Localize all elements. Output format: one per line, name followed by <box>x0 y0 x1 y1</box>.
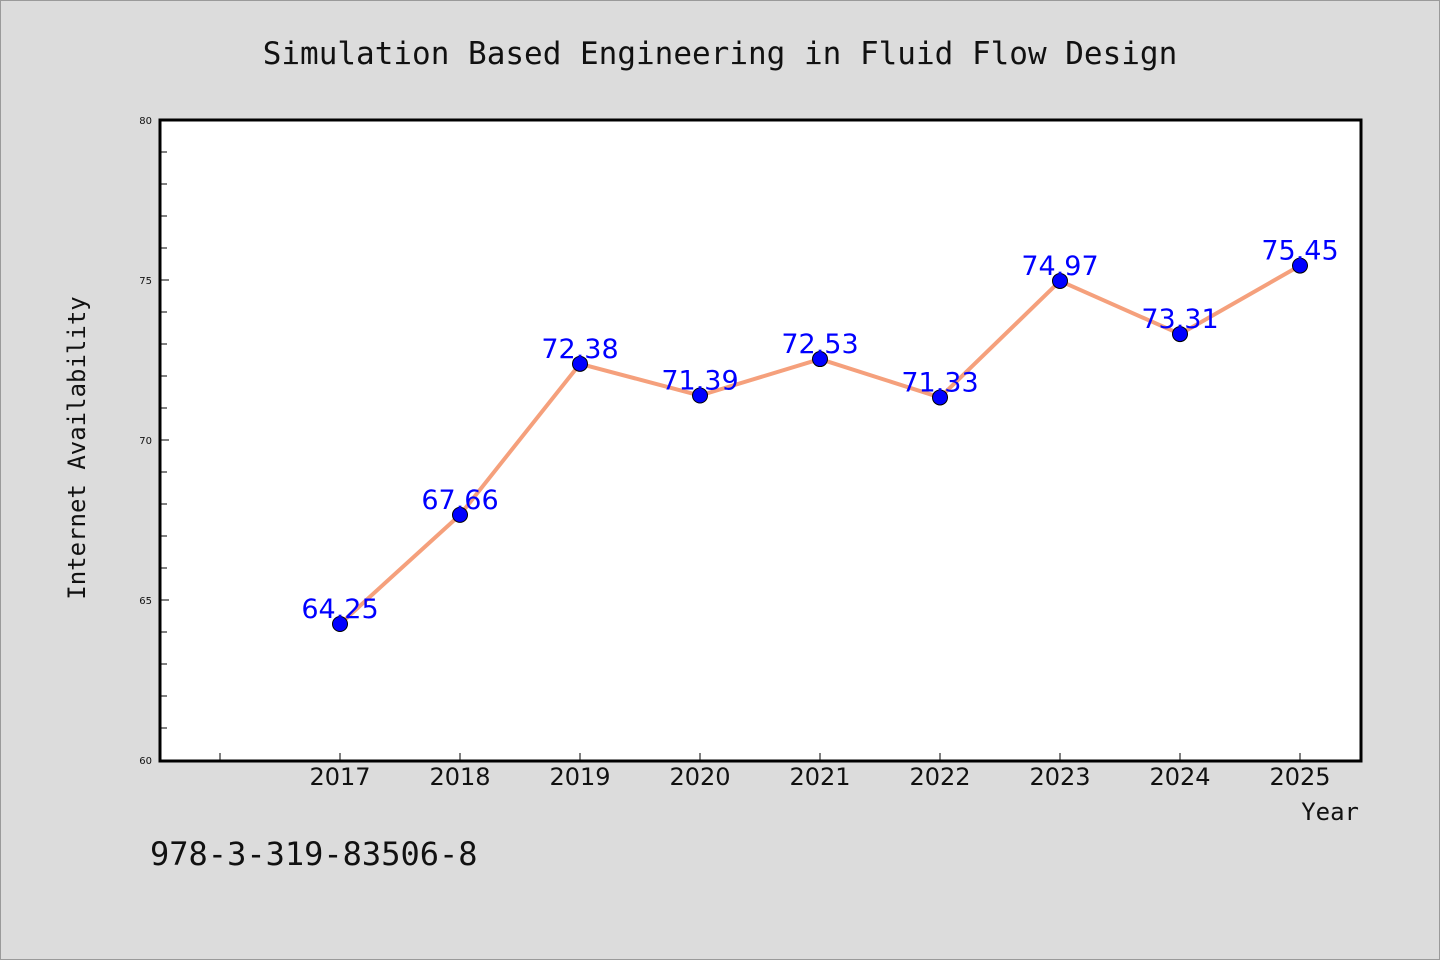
x-tick-label: 2021 <box>789 763 850 791</box>
x-tick-label: 2023 <box>1029 763 1090 791</box>
data-label: 67.66 <box>421 485 498 516</box>
x-tick-label: 2017 <box>309 763 370 791</box>
data-label: 71.39 <box>661 366 738 397</box>
data-label: 75.45 <box>1261 236 1338 267</box>
x-axis-ticks: 2017 2018 2019 2020 2021 2022 2023 2024 2025 <box>219 753 1331 791</box>
data-label: 64.25 <box>301 594 378 625</box>
x-tick-label: 2022 <box>909 763 970 791</box>
y-tick-label: 70 <box>139 436 152 447</box>
chart-title: Simulation Based Engineering in Fluid Fl… <box>263 36 1178 72</box>
data-point <box>1052 272 1068 289</box>
y-tick-label: 65 <box>139 596 152 607</box>
x-tick-label: 2018 <box>429 763 490 791</box>
data-label: 74.97 <box>1021 251 1098 282</box>
data-label: 73.31 <box>1141 304 1218 335</box>
plot-area <box>158 118 1363 763</box>
data-point <box>1172 326 1188 343</box>
data-point <box>692 387 708 404</box>
data-point <box>812 351 828 368</box>
x-tick-label: 2020 <box>669 763 730 791</box>
data-point <box>1292 257 1308 274</box>
data-label: 72.53 <box>781 329 858 360</box>
y-axis-title: Internet Availability <box>63 296 91 599</box>
y-tick-label: 80 <box>139 116 152 127</box>
data-point <box>572 355 588 372</box>
x-tick-label: 2025 <box>1269 763 1330 791</box>
y-tick-label: 75 <box>139 276 152 287</box>
data-point <box>332 616 348 632</box>
footnote-isbn: 978-3-319-83506-8 <box>150 835 478 873</box>
series-group: 64.25 67.66 72.38 71.39 72.53 71.33 74.97 73.31… <box>301 236 1339 632</box>
data-point <box>452 506 468 523</box>
x-tick-label: 2019 <box>549 763 610 791</box>
y-axis-ticks: 60 65 70 75 80 <box>139 116 169 767</box>
data-point <box>932 389 948 406</box>
data-label: 71.33 <box>901 367 978 398</box>
data-label: 72.38 <box>541 334 618 365</box>
x-axis-title: Year <box>1301 798 1359 826</box>
y-tick-label: 60 <box>139 756 152 767</box>
x-tick-label: 2024 <box>1149 763 1210 791</box>
